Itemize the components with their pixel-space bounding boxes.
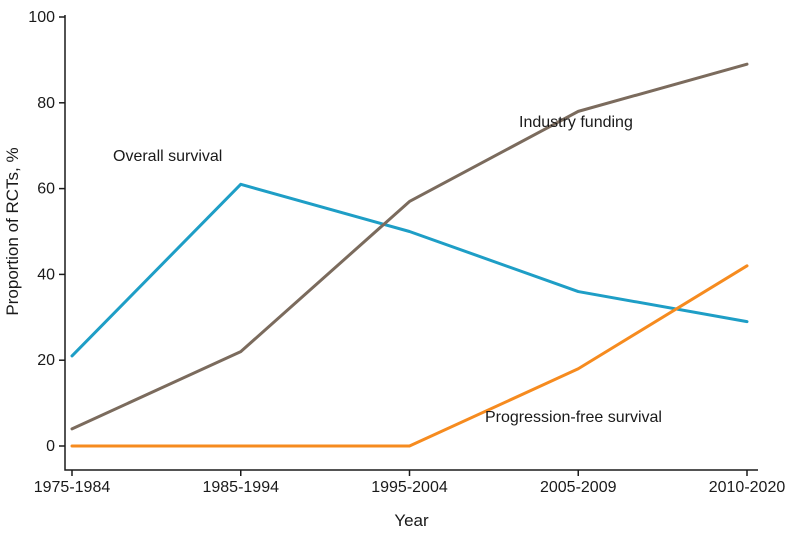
x-axis-title: Year xyxy=(394,511,429,530)
y-tick-label: 0 xyxy=(46,438,55,455)
series-line-overall-survival xyxy=(70,182,749,358)
x-tick-label: 1995-2004 xyxy=(371,479,448,496)
annotation-progression-free-survival: Progression-free survival xyxy=(485,409,662,426)
series-line-industry-funding xyxy=(70,62,749,431)
y-tick-label: 60 xyxy=(37,181,55,198)
axis-lines xyxy=(64,15,758,471)
y-tick-label: 80 xyxy=(37,95,55,112)
series-line-progression-free-survival xyxy=(70,264,749,448)
y-tick-label: 100 xyxy=(28,9,55,26)
x-tick-label: 1975-1984 xyxy=(34,479,111,496)
y-tick-label: 40 xyxy=(37,266,55,283)
y-tick-label: 20 xyxy=(37,352,55,369)
x-tick-label: 1985-1994 xyxy=(202,479,279,496)
y-axis-title: Proportion of RCTs, % xyxy=(3,147,22,315)
x-tick-label: 2010-2020 xyxy=(709,479,786,496)
annotation-industry-funding: Industry funding xyxy=(519,114,633,131)
annotation-overall-survival: Overall survival xyxy=(113,148,223,165)
x-tick-label: 2005-2009 xyxy=(540,479,617,496)
